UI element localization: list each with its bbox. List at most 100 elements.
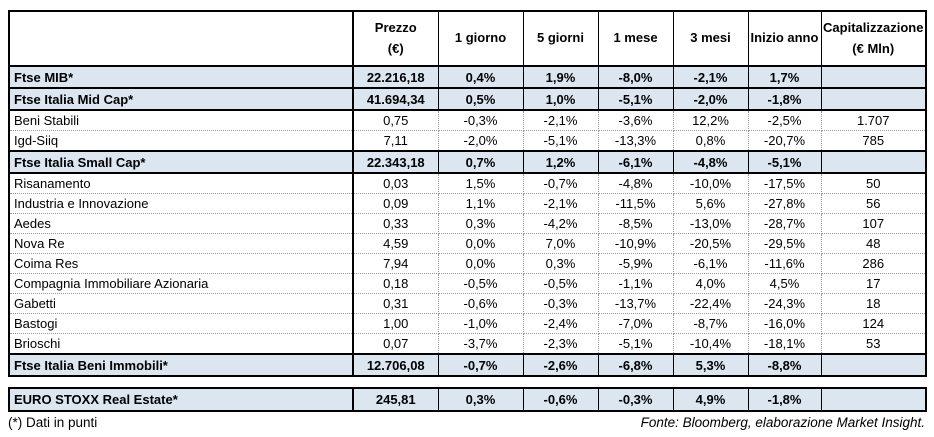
- value-cell-1-mese: -8,5%: [597, 213, 674, 234]
- table-row: Ftse Italia Mid Cap* 41.694,34 0,5% 1,0% -5,…: [8, 87, 927, 111]
- value-cell-3-mesi: -2,0%: [672, 87, 749, 111]
- row-label: Brioschi: [8, 333, 354, 355]
- value-cell-capitalizzazione: 18: [820, 293, 927, 314]
- value-cell-5-giorni: -2,6%: [522, 353, 599, 377]
- column-header-name: [8, 10, 354, 67]
- value-cell-3-mesi: -20,5%: [672, 233, 749, 254]
- value-cell-capitalizzazione: 17: [820, 273, 927, 294]
- row-label: Beni Stabili: [8, 109, 354, 131]
- value-cell-3-mesi: -6,1%: [672, 253, 749, 274]
- value-cell-5-giorni: -2,1%: [522, 193, 599, 214]
- value-cell-1-giorno: 0,0%: [437, 253, 524, 274]
- value-cell-3-mesi: -10,4%: [672, 333, 749, 355]
- row-label: Ftse Italia Mid Cap*: [8, 87, 354, 111]
- value-cell-5-giorni: -2,1%: [522, 109, 599, 131]
- value-cell-prezzo: 0,09: [352, 193, 439, 214]
- value-cell-prezzo: 1,00: [352, 313, 439, 334]
- value-cell-inizio-anno: -20,7%: [747, 130, 822, 152]
- table-row: Compagnia Immobiliare Azionaria 0,18 -0,5%…: [8, 273, 927, 294]
- value-cell-1-giorno: -2,0%: [437, 130, 524, 152]
- value-cell-1-giorno: -0,6%: [437, 293, 524, 314]
- value-cell-inizio-anno: 1,7%: [747, 65, 822, 89]
- value-cell-capitalizzazione: 50: [820, 172, 927, 194]
- value-cell-5-giorni: -0,5%: [522, 273, 599, 294]
- row-label: Risanamento: [8, 172, 354, 194]
- value-cell-1-mese: -7,0%: [597, 313, 674, 334]
- value-cell-capitalizzazione: 56: [820, 193, 927, 214]
- value-cell-3-mesi: -4,8%: [672, 150, 749, 174]
- value-cell-capitalizzazione: [820, 387, 927, 412]
- value-cell-5-giorni: -0,3%: [522, 293, 599, 314]
- table-header-row: Prezzo (€) 1 giorno 5 giorni 1 mese 3 mesi In…: [8, 10, 927, 67]
- table-row: Ftse Italia Beni Immobili* 12.706,08 -0,7%…: [8, 353, 927, 377]
- value-cell-inizio-anno: -8,8%: [747, 353, 822, 377]
- value-cell-prezzo: 0,03: [352, 172, 439, 194]
- value-cell-3-mesi: 12,2%: [672, 109, 749, 131]
- value-cell-5-giorni: -2,3%: [522, 333, 599, 355]
- value-cell-capitalizzazione: 785: [820, 130, 927, 152]
- column-header-capitalizzazione: Capitalizzazione (€ Mln): [820, 10, 927, 67]
- row-label: Ftse Italia Small Cap*: [8, 150, 354, 174]
- value-cell-capitalizzazione: 48: [820, 233, 927, 254]
- value-cell-inizio-anno: 4,5%: [747, 273, 822, 294]
- row-label: Igd-Siiq: [8, 130, 354, 152]
- value-cell-inizio-anno: -24,3%: [747, 293, 822, 314]
- value-cell-inizio-anno: -27,8%: [747, 193, 822, 214]
- value-cell-inizio-anno: -29,5%: [747, 233, 822, 254]
- column-header-1-giorno: 1 giorno: [437, 10, 524, 67]
- value-cell-5-giorni: -0,7%: [522, 172, 599, 194]
- value-cell-1-mese: -5,1%: [597, 333, 674, 355]
- value-cell-1-mese: -8,0%: [597, 65, 674, 89]
- value-cell-prezzo: 41.694,34: [352, 87, 439, 111]
- value-cell-1-mese: -6,8%: [597, 353, 674, 377]
- value-cell-3-mesi: 0,8%: [672, 130, 749, 152]
- value-cell-prezzo: 0,31: [352, 293, 439, 314]
- column-header-inizio-anno: Inizio anno: [747, 10, 822, 67]
- table-row: Brioschi 0,07 -3,7% -2,3% -5,1% -10,4% -18,1% 5…: [8, 333, 927, 355]
- row-label: Ftse MIB*: [8, 65, 354, 89]
- table-row: Bastogi 1,00 -1,0% -2,4% -7,0% -8,7% -16,0% 124: [8, 313, 927, 334]
- value-cell-prezzo: 0,07: [352, 333, 439, 355]
- row-label: Coima Res: [8, 253, 354, 274]
- value-cell-inizio-anno: -16,0%: [747, 313, 822, 334]
- value-cell-3-mesi: 5,6%: [672, 193, 749, 214]
- value-cell-1-giorno: 0,7%: [437, 150, 524, 174]
- value-cell-5-giorni: 0,3%: [522, 253, 599, 274]
- value-cell-prezzo: 0,18: [352, 273, 439, 294]
- value-cell-1-giorno: 0,5%: [437, 87, 524, 111]
- value-cell-1-giorno: 1,5%: [437, 172, 524, 194]
- value-cell-inizio-anno: -18,1%: [747, 333, 822, 355]
- value-cell-1-giorno: 0,3%: [437, 387, 524, 412]
- value-cell-3-mesi: -10,0%: [672, 172, 749, 194]
- value-cell-capitalizzazione: [820, 65, 927, 89]
- value-cell-1-mese: -13,3%: [597, 130, 674, 152]
- table-row: Igd-Siiq 7,11 -2,0% -5,1% -13,3% 0,8% -20,7% 78…: [8, 130, 927, 152]
- column-header-3-mesi: 3 mesi: [672, 10, 749, 67]
- value-cell-1-mese: -1,1%: [597, 273, 674, 294]
- value-cell-capitalizzazione: 107: [820, 213, 927, 234]
- value-cell-prezzo: 7,11: [352, 130, 439, 152]
- table-row: Ftse Italia Small Cap* 22.343,18 0,7% 1,2% -…: [8, 150, 927, 174]
- table-footer: (*) Dati in punti Fonte: Bloomberg, elab…: [8, 415, 925, 430]
- source-attribution: Fonte: Bloomberg, elaborazione Market In…: [640, 415, 925, 430]
- value-cell-inizio-anno: -1,8%: [747, 387, 822, 412]
- row-label: Ftse Italia Beni Immobili*: [8, 353, 354, 377]
- value-cell-5-giorni: 7,0%: [522, 233, 599, 254]
- table-row: Gabetti 0,31 -0,6% -0,3% -13,7% -22,4% -24,3% 1…: [8, 293, 927, 314]
- value-cell-1-mese: -10,9%: [597, 233, 674, 254]
- column-header-prezzo: Prezzo (€): [352, 10, 439, 67]
- value-cell-1-giorno: -0,7%: [437, 353, 524, 377]
- value-cell-1-giorno: 0,0%: [437, 233, 524, 254]
- value-cell-prezzo: 22.216,18: [352, 65, 439, 89]
- value-cell-1-mese: -11,5%: [597, 193, 674, 214]
- value-cell-3-mesi: 4,0%: [672, 273, 749, 294]
- value-cell-capitalizzazione: [820, 150, 927, 174]
- row-label: Industria e Innovazione: [8, 193, 354, 214]
- table-row: Ftse MIB* 22.216,18 0,4% 1,9% -8,0% -2,1% 1,7%: [8, 65, 927, 89]
- row-label: Aedes: [8, 213, 354, 234]
- value-cell-prezzo: 7,94: [352, 253, 439, 274]
- row-label: EURO STOXX Real Estate*: [8, 387, 354, 412]
- table-row: Beni Stabili 0,75 -0,3% -2,1% -3,6% 12,2% -2,5…: [8, 109, 927, 131]
- row-label: Gabetti: [8, 293, 354, 314]
- value-cell-5-giorni: -4,2%: [522, 213, 599, 234]
